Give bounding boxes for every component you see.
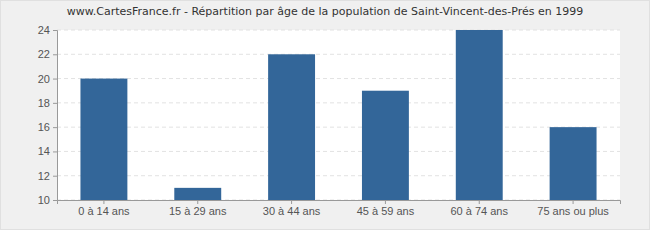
x-tick-mark (573, 200, 574, 204)
bar (174, 188, 221, 200)
grid-line (57, 127, 620, 128)
grid-line (57, 151, 620, 152)
bars (80, 30, 596, 200)
x-tick-mark (385, 200, 386, 204)
y-tick-mark (53, 103, 57, 104)
x-tick-mark (479, 200, 480, 204)
x-tick-mark (103, 200, 104, 204)
x-tick-label: 0 à 14 ans (78, 205, 130, 217)
bar (80, 79, 127, 200)
x-tick-label: 60 à 74 ans (451, 205, 509, 217)
y-tick-mark (53, 176, 57, 177)
x-tick: 45 à 59 ans (357, 200, 415, 217)
x-tick-mark (291, 200, 292, 204)
y-tick-mark (53, 30, 57, 31)
y-tick: 24 (38, 24, 57, 36)
y-tick-label: 22 (38, 48, 50, 60)
grid-line (57, 78, 620, 79)
x-axis-line (58, 201, 621, 205)
y-tick: 22 (38, 48, 57, 60)
y-tick-mark (53, 127, 57, 128)
y-tick: 12 (38, 170, 57, 182)
x-tick: 60 à 74 ans (451, 200, 509, 217)
y-tick: 16 (38, 121, 57, 133)
y-tick-label: 20 (38, 73, 50, 85)
background (1, 1, 650, 230)
bar (268, 54, 315, 200)
y-tick-label: 18 (38, 97, 50, 109)
x-tick: 30 à 44 ans (263, 200, 321, 217)
x-tick-label: 15 à 29 ans (169, 205, 227, 217)
chart: www.CartesFrance.fr - Répartition par âg… (0, 0, 650, 230)
y-tick-mark (53, 54, 57, 55)
x-tick-mark (197, 200, 198, 204)
y-tick-label: 24 (38, 24, 50, 36)
y-tick: 14 (38, 145, 57, 157)
x-axis: 0 à 14 ans 15 à 29 ans 30 à 44 ans 45 à 59 … (58, 200, 621, 217)
y-tick-label: 12 (38, 170, 50, 182)
x-tick: 75 ans ou plus (537, 200, 609, 217)
grid (57, 30, 620, 200)
y-axis-line (53, 31, 58, 201)
y-tick-mark (53, 200, 57, 201)
y-axis: 10 12 14 16 18 20 22 24 (38, 24, 58, 206)
bar (550, 127, 597, 200)
grid-line (57, 175, 620, 176)
grid-line (57, 102, 620, 103)
y-tick-label: 16 (38, 121, 50, 133)
grid-line (57, 30, 620, 31)
plot: 10 12 14 16 18 20 22 24 0 à 14 ans 15 à 29 ans 30 … (38, 24, 621, 217)
bar (362, 91, 409, 200)
x-tick: 15 à 29 ans (169, 200, 227, 217)
x-tick-label: 75 ans ou plus (537, 205, 609, 217)
y-tick-label: 14 (38, 145, 50, 157)
title: www.CartesFrance.fr - Répartition par âg… (67, 5, 583, 18)
y-tick-label: 10 (38, 194, 50, 206)
y-tick: 10 (38, 194, 57, 206)
grid-line (57, 54, 620, 55)
y-tick-mark (53, 151, 57, 152)
x-tick-label: 30 à 44 ans (263, 205, 321, 217)
plot-area (57, 30, 620, 200)
y-tick-mark (53, 79, 57, 80)
y-tick: 20 (38, 73, 57, 85)
bar (456, 30, 503, 200)
x-tick-label: 45 à 59 ans (357, 205, 415, 217)
x-tick: 0 à 14 ans (78, 200, 130, 217)
y-tick: 18 (38, 97, 57, 109)
